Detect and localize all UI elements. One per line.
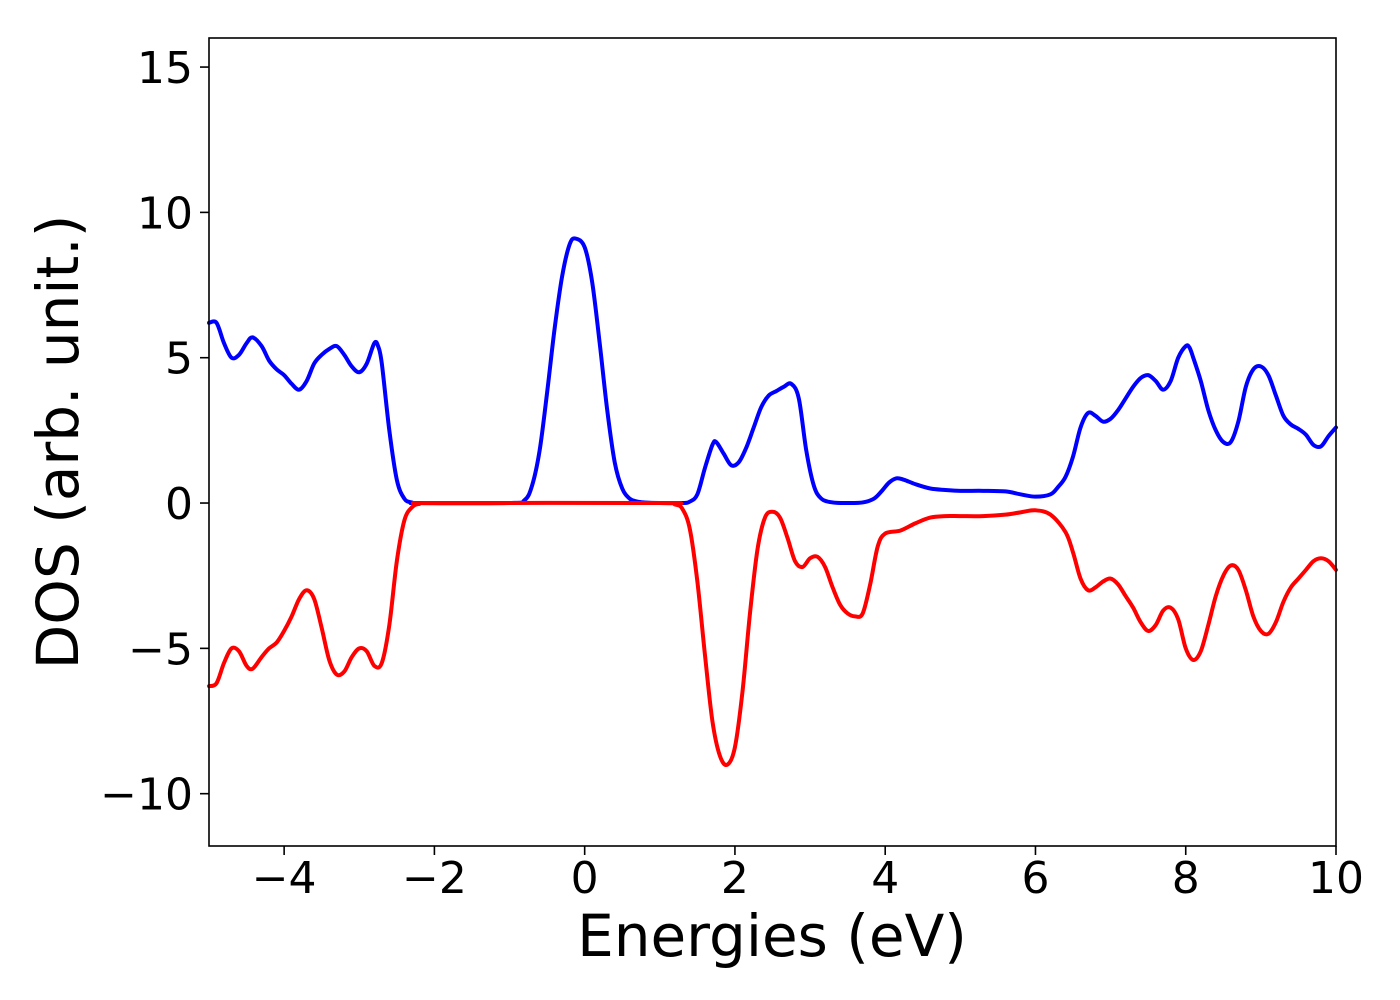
series-line-2	[207, 500, 1338, 767]
y-tick-label: −5	[128, 624, 193, 675]
x-tick-label: 0	[571, 853, 599, 904]
y-axis-label: DOS (arb. unit.)	[24, 215, 92, 670]
x-tick-label: 10	[1308, 853, 1364, 904]
x-axis-label: Energies (eV)	[577, 902, 967, 970]
x-tick-label: 4	[871, 853, 899, 904]
x-tick-label: −2	[402, 853, 467, 904]
y-tick-label: 10	[137, 188, 193, 239]
series-line-1	[207, 236, 1338, 506]
y-tick-label: 15	[137, 43, 193, 94]
x-tick-label: 2	[721, 853, 749, 904]
x-axis-ticks: −4 −2 0 2 4 6 8 10	[252, 846, 1364, 904]
y-tick-label: 0	[165, 479, 193, 530]
y-tick-label: 5	[165, 334, 193, 385]
series-layer	[207, 236, 1338, 767]
plot-frame	[208, 37, 1337, 847]
x-tick-label: 8	[1172, 853, 1200, 904]
x-tick-label: −4	[252, 853, 317, 904]
y-tick-label: −10	[100, 770, 193, 821]
x-tick-label: 6	[1021, 853, 1049, 904]
y-axis-ticks: −10 −5 0 5 10 15	[100, 43, 209, 821]
